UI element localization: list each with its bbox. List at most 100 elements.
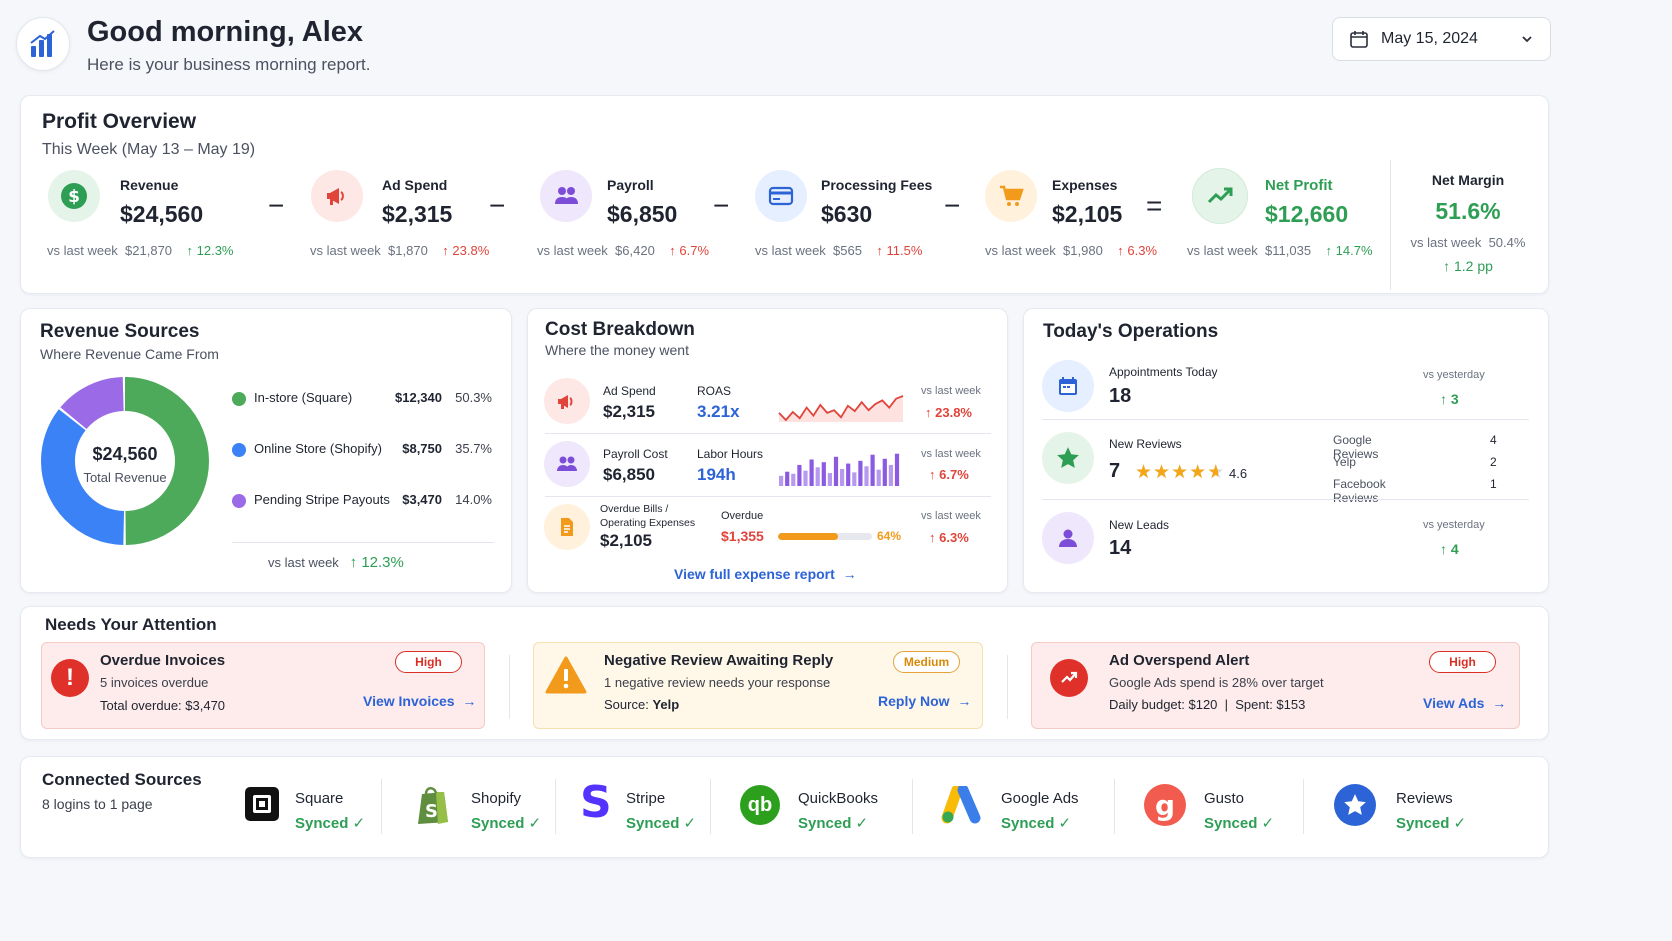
check-icon: ✓ — [855, 815, 869, 832]
labor-bar — [876, 469, 881, 486]
kpi-operator: − — [268, 190, 285, 221]
date-picker[interactable]: May 15, 2024 — [1332, 17, 1551, 61]
labor-bar — [815, 467, 820, 486]
legend-amount: $12,340 — [395, 390, 442, 405]
operations-card — [1023, 308, 1549, 593]
source-name: Shopify — [471, 790, 522, 807]
legend-name: Pending Stripe Payouts — [254, 492, 390, 507]
review-source-name: Google Reviews — [1333, 433, 1379, 461]
kpi-operator: − — [489, 190, 506, 221]
source-name: Stripe — [626, 790, 666, 807]
labor-bar — [870, 454, 875, 486]
cost-metric-label: ROAS — [697, 384, 732, 398]
sparkline-area — [779, 396, 903, 422]
labor-bar — [840, 469, 845, 486]
check-icon: ✓ — [352, 815, 366, 832]
appointments-change: ↑ 3 — [1440, 391, 1459, 407]
rating-stars: ★ ★ ★ ★ ★ ★ ★ ★ ★ ★ — [1135, 461, 1225, 484]
kpi-change: ↑ 12.3% — [186, 243, 234, 258]
sparkline-line — [778, 395, 904, 422]
ad-spend-row-icon — [544, 378, 590, 424]
reviews-label: New Reviews — [1109, 437, 1182, 451]
alert-line1: 1 negative review needs your response — [604, 675, 831, 690]
labor-bar — [864, 466, 869, 486]
labor-bar — [858, 460, 863, 486]
kpi-operator: − — [713, 190, 730, 221]
legend-name: Online Store (Shopify) — [254, 441, 382, 456]
legend-amount: $3,470 — [402, 492, 442, 507]
check-icon: ✓ — [683, 815, 697, 832]
roas-sparkline — [778, 395, 904, 422]
cart-icon — [1000, 185, 1024, 206]
cost-row-label: Ad Spend — [603, 384, 656, 398]
kpi-icon-wrap — [985, 170, 1037, 222]
labor-bar — [894, 453, 900, 486]
rating-value: 4.6 — [1229, 466, 1248, 481]
quickbooks-logo-icon: qb — [740, 785, 780, 825]
cost-metric-label: Labor Hours — [697, 447, 764, 461]
source-name: Gusto — [1204, 790, 1245, 807]
payroll-row-icon — [544, 441, 590, 487]
review-source-count: 2 — [1490, 455, 1497, 469]
cost-metric-value: 194h — [697, 465, 736, 484]
cost-row-compare: vs last week — [921, 448, 981, 460]
labor-bar — [888, 464, 893, 486]
stripe-logo-icon: S — [580, 777, 612, 828]
reviews-value: 7 — [1109, 460, 1121, 482]
kpi-icon-wrap: $ — [48, 170, 100, 222]
trend-up-alert-icon — [1050, 659, 1088, 697]
alert-line2: Source: Yelp — [604, 697, 680, 712]
view-expense-report-link[interactable]: View full expense report → — [674, 566, 857, 582]
kpi-compare: vs last week $21,870 ↑ 12.3% — [47, 243, 234, 258]
cost-row-label: Overdue Bills / Operating Expenses — [600, 503, 696, 529]
labor-bar — [827, 473, 832, 486]
kpi-icon-wrap — [755, 170, 807, 222]
labor-bar — [809, 459, 814, 486]
cost-row-compare: vs last week — [921, 510, 981, 522]
google-ads-logo-icon — [941, 786, 981, 824]
cost-row-change: ↑ 23.8% — [925, 405, 972, 420]
leads-icon-wrap — [1042, 512, 1094, 564]
kpi-value: $2,105 — [1052, 201, 1123, 227]
labor-bar — [821, 462, 826, 486]
kpi-compare: vs last week $565 ↑ 11.5% — [755, 243, 923, 258]
kpi-label: Revenue — [120, 177, 179, 193]
view-invoices-link[interactable]: View Invoices → — [363, 693, 477, 709]
kpi-value: $12,660 — [1265, 201, 1349, 227]
cost-breakdown-card — [527, 308, 1008, 593]
alert-title: Overdue Invoices — [100, 652, 226, 669]
donut-slice — [41, 377, 209, 545]
alert-line2: Daily budget: $120 | Spent: $153 — [1109, 697, 1306, 712]
cost-row-value: $2,315 — [603, 402, 655, 421]
exclamation-icon: ! — [51, 659, 89, 697]
leads-compare: vs yesterday — [1423, 519, 1485, 531]
revenue-compare: vs last week ↑ 12.3% — [268, 554, 404, 571]
overdue-progress-track — [778, 533, 872, 540]
connected-sources-title: Connected Sources — [42, 770, 202, 789]
people-icon — [555, 187, 578, 204]
source-status: Synced ✓ — [1204, 815, 1275, 832]
appointments-compare: vs yesterday — [1423, 369, 1485, 381]
source-name: Google Ads — [1001, 790, 1079, 807]
donut-total-label: Total Revenue — [83, 470, 167, 485]
labor-bar — [779, 475, 784, 486]
priority-badge: High — [1429, 651, 1496, 673]
reply-now-link[interactable]: Reply Now → — [878, 693, 972, 709]
profit-overview-title: Profit Overview — [42, 110, 197, 133]
alert-line2: Total overdue: $3,470 — [100, 698, 226, 713]
calendar-icon — [1350, 31, 1368, 48]
leads-label: New Leads — [1109, 518, 1170, 532]
kpi-label: Processing Fees — [821, 177, 933, 193]
legend-pct: 14.0% — [455, 492, 492, 507]
view-ads-link[interactable]: View Ads → — [1423, 695, 1507, 711]
cost-metric-value: $1,355 — [721, 528, 764, 544]
alert-title: Ad Overspend Alert — [1109, 652, 1250, 669]
square-logo-icon — [245, 787, 279, 821]
kpi-value: $6,850 — [607, 201, 678, 227]
person-icon — [1059, 529, 1077, 547]
net-margin-change: ↑ 1.2 pp — [1443, 258, 1493, 274]
legend-dot — [232, 443, 246, 457]
donut-total: $24,560 — [92, 444, 158, 464]
source-status: Synced ✓ — [1001, 815, 1072, 832]
profit-overview-range: This Week (May 13 – May 19) — [42, 141, 256, 158]
